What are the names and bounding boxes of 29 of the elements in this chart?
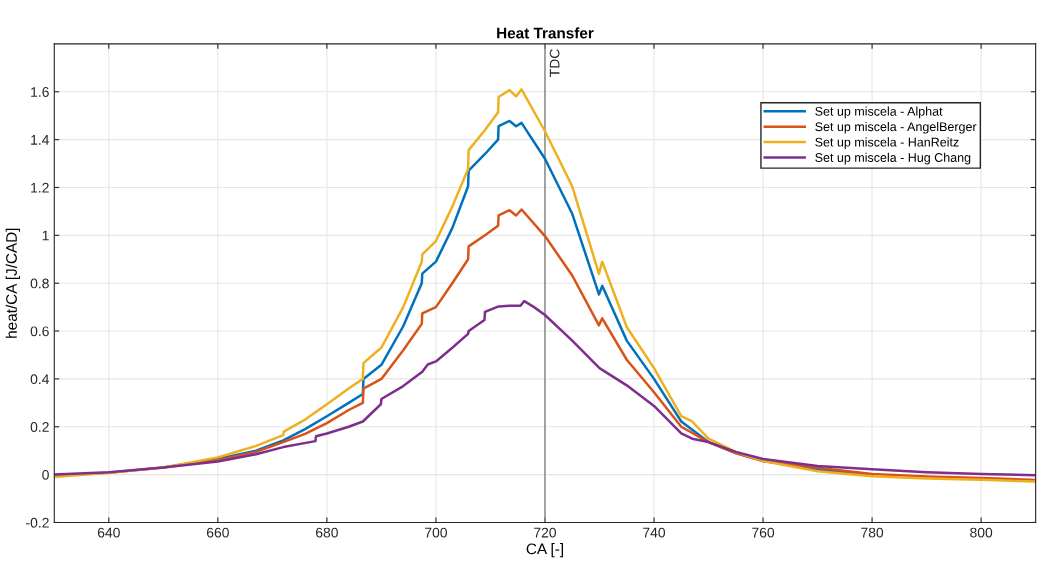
x-tick-label: 640 (97, 527, 120, 538)
y-tick-label: 0.2 (30, 422, 49, 432)
line-series (54, 88, 1036, 483)
y-tick-label: 0 (42, 469, 49, 480)
y-tick-label: 0.8 (30, 278, 49, 289)
y-tick-label: 1.6 (31, 87, 49, 97)
y-tick-label: 1.2 (31, 182, 49, 193)
legend-label: Set up miscela - AngelBerger (815, 121, 977, 134)
x-tick-label: 760 (752, 527, 775, 538)
x-tick-label: 680 (316, 527, 338, 538)
y-tick-label: 1.4 (31, 135, 50, 145)
legend-label: Set up miscela - Hug Chang (815, 152, 971, 165)
x-tick-label: 720 (534, 527, 557, 538)
x-tick-label: 780 (861, 527, 884, 538)
ref-line-label: TDC (549, 49, 560, 77)
y-tick-label: 1 (42, 230, 49, 241)
chart-title: Heat Transfer (497, 27, 594, 39)
legend-label: Set up miscela - Alphat (815, 106, 943, 119)
y-tick-label: 0.6 (30, 326, 49, 337)
line-series (54, 299, 1036, 477)
y-axis-title: heat/CA [J/CAD] (5, 228, 20, 338)
legend-label: Set up miscela - HanReitz (815, 137, 959, 150)
x-tick-label: 740 (643, 527, 666, 538)
x-axis-title: CA [-] (526, 543, 563, 558)
y-tick-label: -0.2 (26, 517, 49, 528)
x-tick-label: 800 (970, 527, 993, 538)
x-tick-label: 660 (206, 527, 229, 538)
y-tick-label: 0.4 (30, 374, 50, 385)
x-tick-label: 700 (425, 527, 447, 538)
